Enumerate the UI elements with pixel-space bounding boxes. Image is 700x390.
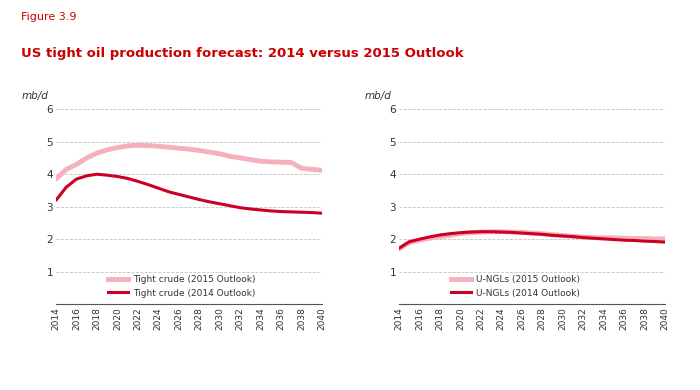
Legend: Tight crude (2015 Outlook), Tight crude (2014 Outlook): Tight crude (2015 Outlook), Tight crude …	[108, 275, 256, 298]
Text: mb/d: mb/d	[365, 91, 391, 101]
Legend: U-NGLs (2015 Outlook), U-NGLs (2014 Outlook): U-NGLs (2015 Outlook), U-NGLs (2014 Outl…	[452, 275, 580, 298]
Text: Figure 3.9: Figure 3.9	[21, 12, 76, 22]
Text: mb/d: mb/d	[22, 91, 48, 101]
Text: US tight oil production forecast: 2014 versus 2015 Outlook: US tight oil production forecast: 2014 v…	[21, 47, 463, 60]
